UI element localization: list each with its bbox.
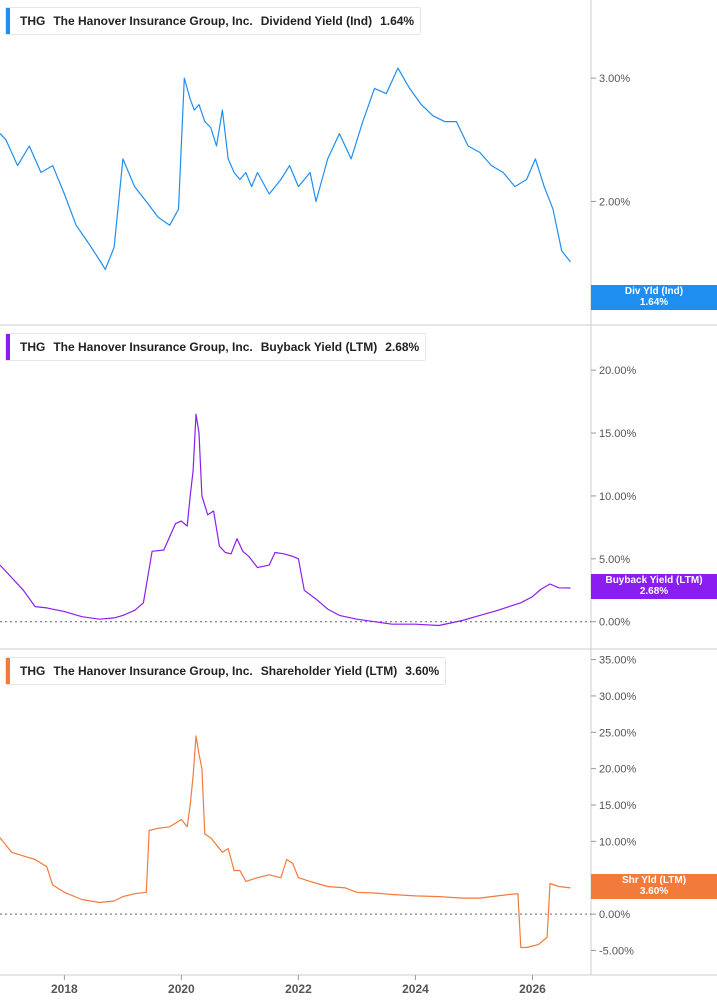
legend-company: The Hanover Insurance Group, Inc. — [53, 14, 253, 28]
legend-company: The Hanover Insurance Group, Inc. — [53, 664, 253, 678]
legend-value: 2.68% — [385, 340, 420, 354]
value-tag-value: 1.64% — [639, 297, 669, 308]
value-tag-label: Div Yld (Ind) — [624, 286, 684, 297]
legend-value: 1.64% — [380, 14, 415, 28]
legend-shareholder-color — [6, 658, 10, 684]
legend-metric: Shareholder Yield (LTM) — [260, 664, 398, 678]
series-line — [0, 413, 571, 627]
value-tag-label: Buyback Yield (LTM) — [605, 575, 703, 586]
value-tag-label: Shr Yld (LTM) — [621, 875, 687, 886]
legend-ticker: THG — [20, 340, 46, 354]
legend-ticker: THG — [20, 14, 46, 28]
value-tag-shareholder: Shr Yld (LTM) 3.60% — [591, 874, 717, 899]
legend-company: The Hanover Insurance Group, Inc. — [53, 340, 253, 354]
legend-dividend-color — [6, 8, 10, 34]
legend-ticker: THG — [20, 664, 46, 678]
y-tick-label: 10.00% — [599, 491, 637, 503]
x-tick-label: 2024 — [402, 982, 429, 996]
legend-metric: Buyback Yield (LTM) — [260, 340, 378, 354]
legend-buyback-yield: THG The Hanover Insurance Group, Inc. Bu… — [5, 333, 427, 361]
series-line — [0, 67, 571, 270]
y-tick-label: 35.00% — [599, 655, 637, 667]
value-tag-buyback: Buyback Yield (LTM) 2.68% — [591, 574, 717, 599]
x-tick-label: 2020 — [168, 982, 195, 996]
y-tick-label: 30.00% — [599, 691, 637, 703]
y-tick-label: 5.00% — [599, 554, 630, 566]
series-line — [0, 735, 571, 949]
y-tick-label: 20.00% — [599, 764, 637, 776]
y-tick-label: 3.00% — [599, 73, 630, 85]
legend-buyback-color — [6, 334, 10, 360]
y-tick-label: 0.00% — [599, 617, 630, 629]
value-tag-value: 3.60% — [639, 886, 669, 897]
y-tick-label: -5.00% — [599, 945, 634, 957]
x-tick-label: 2022 — [285, 982, 312, 996]
y-tick-label: 10.00% — [599, 836, 637, 848]
value-tag-value: 2.68% — [639, 586, 669, 597]
y-tick-label: 25.00% — [599, 727, 637, 739]
y-tick-label: 15.00% — [599, 428, 637, 440]
y-tick-label: 0.00% — [599, 909, 630, 921]
legend-metric: Dividend Yield (Ind) — [260, 14, 373, 28]
x-tick-label: 2018 — [51, 982, 78, 996]
y-tick-label: 15.00% — [599, 800, 637, 812]
y-tick-label: 2.00% — [599, 196, 630, 208]
legend-value: 3.60% — [405, 664, 440, 678]
legend-shareholder-yield: THG The Hanover Insurance Group, Inc. Sh… — [5, 657, 447, 685]
legend-dividend-yield: THG The Hanover Insurance Group, Inc. Di… — [5, 7, 422, 35]
x-tick-label: 2026 — [519, 982, 546, 996]
y-tick-label: 20.00% — [599, 365, 637, 377]
value-tag-dividend: Div Yld (Ind) 1.64% — [591, 285, 717, 310]
